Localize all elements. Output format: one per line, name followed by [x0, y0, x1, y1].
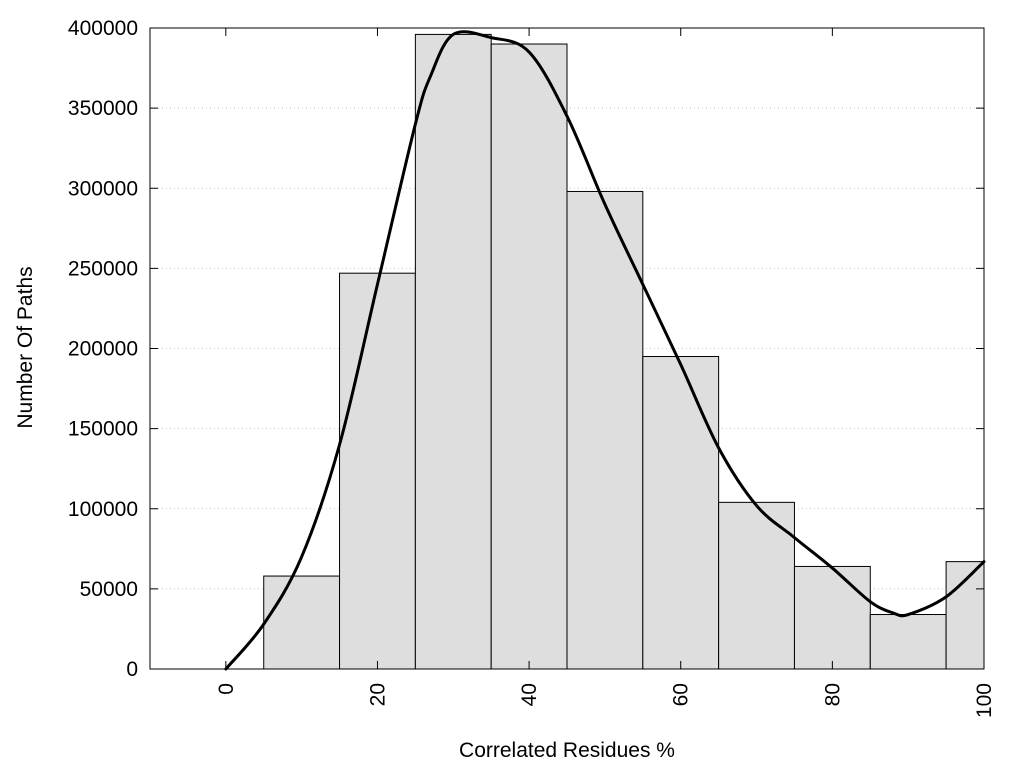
x-axis: 0 20 40 60 80 100 — [215, 28, 996, 718]
bar — [414, 33, 492, 670]
bar — [263, 575, 341, 670]
x-tick-label: 80 — [821, 683, 844, 706]
bar — [339, 272, 416, 670]
x-tick-label: 100 — [973, 683, 996, 718]
bar-series — [263, 33, 985, 670]
x-tick-label: 0 — [215, 683, 238, 695]
x-axis-label: Correlated Residues % — [459, 739, 675, 762]
y-tick-label: 400000 — [68, 17, 138, 40]
y-tick-label: 300000 — [68, 177, 138, 200]
y-tick-label: 250000 — [68, 257, 138, 280]
bar — [642, 356, 720, 670]
y-tick-label: 150000 — [68, 418, 138, 441]
y-tick-label: 100000 — [68, 498, 138, 521]
bar — [869, 614, 947, 670]
y-axis-label: Number Of Paths — [14, 266, 37, 428]
y-tick-label: 0 — [126, 658, 138, 681]
y-tick-label: 200000 — [68, 338, 138, 361]
bar — [945, 561, 985, 670]
y-tick-label: 50000 — [80, 578, 138, 601]
bar — [490, 43, 568, 670]
x-tick-label: 20 — [366, 683, 389, 706]
x-tick-label: 60 — [670, 683, 693, 706]
x-tick-label: 40 — [518, 683, 541, 706]
density-curve — [224, 30, 986, 671]
bar — [793, 565, 871, 670]
y-axis: 0 50000 100000 150000 200000 250000 300000 3500… — [68, 17, 984, 681]
bar — [566, 190, 644, 670]
y-tick-label: 350000 — [68, 97, 138, 120]
